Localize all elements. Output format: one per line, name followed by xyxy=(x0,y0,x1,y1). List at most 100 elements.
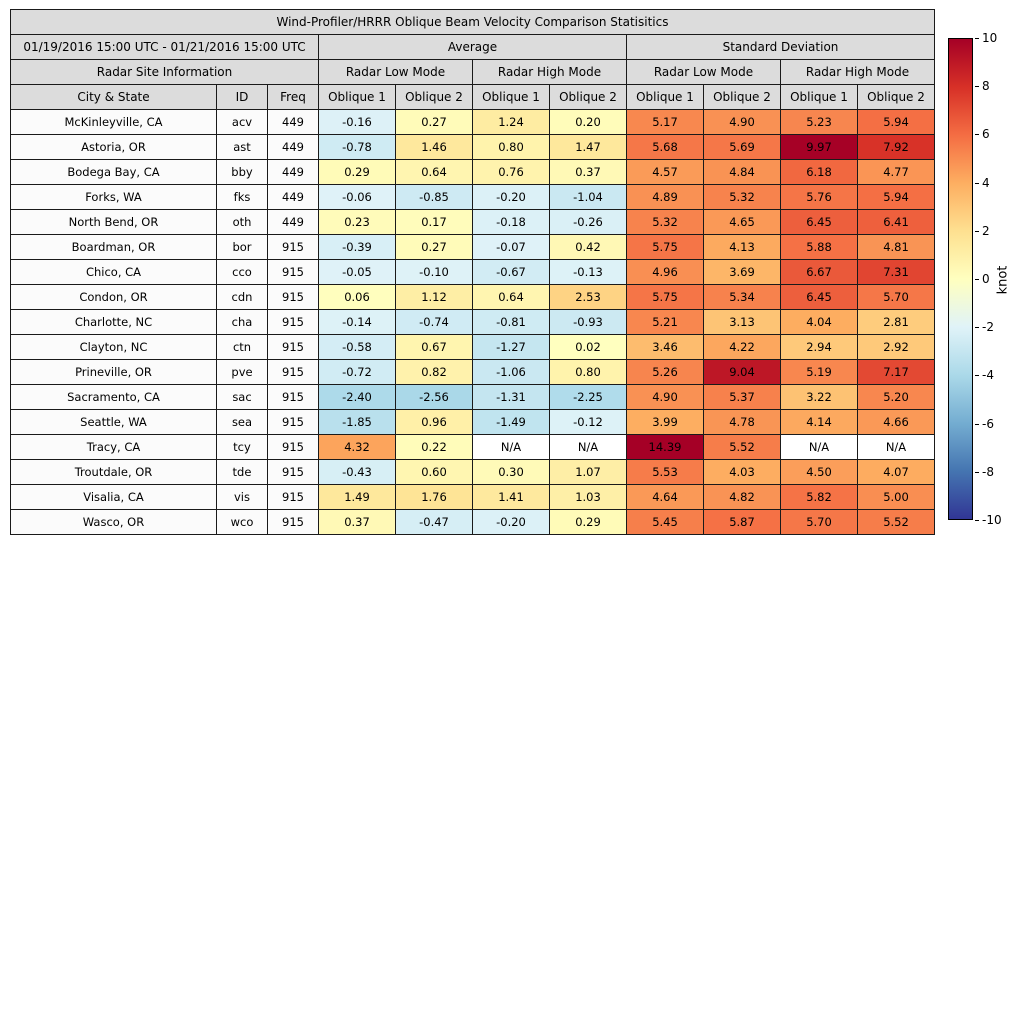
value-cell: 5.37 xyxy=(703,384,781,410)
value-cell: 4.77 xyxy=(857,159,935,185)
mode-header-std-high: Radar High Mode xyxy=(780,59,935,85)
colorbar-tick-label: 0 xyxy=(982,272,990,286)
colorbar-tick-label: 4 xyxy=(982,175,990,190)
value-cell: 6.45 xyxy=(780,284,858,310)
value-cell: 4.81 xyxy=(857,234,935,260)
value-cell: 5.20 xyxy=(857,384,935,410)
table-row: North Bend, OR oth 449 0.23 0.17 -0.18 -0.26 5.… xyxy=(10,209,935,235)
value-cell: 5.26 xyxy=(626,359,704,385)
value-cell: N/A xyxy=(780,434,858,460)
value-cell: 6.45 xyxy=(780,209,858,235)
column-header-oblique: Oblique 2 xyxy=(703,84,781,110)
value-cell: 1.07 xyxy=(549,459,627,485)
value-cell: -2.56 xyxy=(395,384,473,410)
freq-cell: 915 xyxy=(267,509,319,535)
value-cell: 1.12 xyxy=(395,284,473,310)
value-cell: 0.17 xyxy=(395,209,473,235)
site-id-cell: ast xyxy=(216,134,268,160)
freq-cell: 449 xyxy=(267,159,319,185)
site-id-cell: wco xyxy=(216,509,268,535)
value-cell: -0.85 xyxy=(395,184,473,210)
value-cell: 0.82 xyxy=(395,359,473,385)
colorbar-tick-label: 8 xyxy=(982,79,990,94)
column-header-row: City & State ID Freq Oblique 1 Oblique 2… xyxy=(10,84,935,110)
city-cell: Condon, OR xyxy=(10,284,217,310)
value-cell: 4.04 xyxy=(780,309,858,335)
value-cell: -0.81 xyxy=(472,309,550,335)
value-cell: 0.64 xyxy=(395,159,473,185)
freq-cell: 915 xyxy=(267,334,319,360)
colorbar-unit-label: knot xyxy=(995,265,1011,295)
value-cell: -0.13 xyxy=(549,259,627,285)
value-cell: -0.74 xyxy=(395,309,473,335)
colorbar-tick-mark xyxy=(975,327,979,329)
value-cell: 4.07 xyxy=(857,459,935,485)
value-cell: 2.92 xyxy=(857,334,935,360)
value-cell: N/A xyxy=(472,434,550,460)
value-cell: 2.94 xyxy=(780,334,858,360)
colorbar-tick-label: 2 xyxy=(982,223,990,238)
column-header-freq: Freq xyxy=(267,84,319,110)
value-cell: 0.60 xyxy=(395,459,473,485)
value-cell: -0.72 xyxy=(318,359,396,385)
value-cell: -0.39 xyxy=(318,234,396,260)
value-cell: 6.18 xyxy=(780,159,858,185)
value-cell: 0.96 xyxy=(395,409,473,435)
value-cell: 4.22 xyxy=(703,334,781,360)
value-cell: 0.29 xyxy=(318,159,396,185)
value-cell: -0.16 xyxy=(318,109,396,135)
site-id-cell: ctn xyxy=(216,334,268,360)
value-cell: 5.69 xyxy=(703,134,781,160)
value-cell: 4.64 xyxy=(626,484,704,510)
value-cell: 4.32 xyxy=(318,434,396,460)
value-cell: 4.57 xyxy=(626,159,704,185)
freq-cell: 449 xyxy=(267,209,319,235)
value-cell: 5.76 xyxy=(780,184,858,210)
value-cell: 9.97 xyxy=(780,134,858,160)
value-cell: 0.23 xyxy=(318,209,396,235)
freq-cell: 915 xyxy=(267,234,319,260)
group-header-row: 01/19/2016 15:00 UTC - 01/21/2016 15:00 … xyxy=(10,34,935,60)
table-row: Prineville, OR pve 915 -0.72 0.82 -1.06 0.80 5.… xyxy=(10,359,935,385)
colorbar-tick-label: -2 xyxy=(982,320,994,335)
city-cell: North Bend, OR xyxy=(10,209,217,235)
value-cell: 4.96 xyxy=(626,259,704,285)
value-cell: 4.84 xyxy=(703,159,781,185)
value-cell: -0.93 xyxy=(549,309,627,335)
site-id-cell: oth xyxy=(216,209,268,235)
value-cell: N/A xyxy=(549,434,627,460)
value-cell: 4.90 xyxy=(703,109,781,135)
value-cell: 5.21 xyxy=(626,309,704,335)
colorbar-tick-mark xyxy=(975,520,979,521)
mode-header-row: Radar Site Information Radar Low Mode Ra… xyxy=(10,59,935,85)
column-header-id: ID xyxy=(216,84,268,110)
freq-cell: 915 xyxy=(267,384,319,410)
value-cell: 1.46 xyxy=(395,134,473,160)
colorbar-tick-label: 6 xyxy=(982,127,990,142)
column-header-oblique: Oblique 1 xyxy=(318,84,396,110)
city-cell: Visalia, CA xyxy=(10,484,217,510)
value-cell: 9.04 xyxy=(703,359,781,385)
value-cell: -0.20 xyxy=(472,509,550,535)
value-cell: 3.46 xyxy=(626,334,704,360)
value-cell: -0.14 xyxy=(318,309,396,335)
table-row: Chico, CA cco 915 -0.05 -0.10 -0.67 -0.13 4.96 3… xyxy=(10,259,935,285)
value-cell: 0.37 xyxy=(318,509,396,535)
city-cell: Clayton, NC xyxy=(10,334,217,360)
table-row: Bodega Bay, CA bby 449 0.29 0.64 0.76 0.37 4.57… xyxy=(10,159,935,185)
site-id-cell: sac xyxy=(216,384,268,410)
value-cell: 5.00 xyxy=(857,484,935,510)
table-row: Wasco, OR wco 915 0.37 -0.47 -0.20 0.29 5.45 5.8… xyxy=(10,509,935,535)
value-cell: 5.68 xyxy=(626,134,704,160)
value-cell: 0.80 xyxy=(549,359,627,385)
value-cell: 5.52 xyxy=(857,509,935,535)
table-row: Sacramento, CA sac 915 -2.40 -2.56 -1.31 -2.25… xyxy=(10,384,935,410)
colorbar-tick-mark xyxy=(975,230,979,232)
city-cell: Chico, CA xyxy=(10,259,217,285)
freq-cell: 915 xyxy=(267,359,319,385)
group-header-std: Standard Deviation xyxy=(626,34,935,60)
site-id-cell: cco xyxy=(216,259,268,285)
value-cell: 5.87 xyxy=(703,509,781,535)
value-cell: -1.31 xyxy=(472,384,550,410)
